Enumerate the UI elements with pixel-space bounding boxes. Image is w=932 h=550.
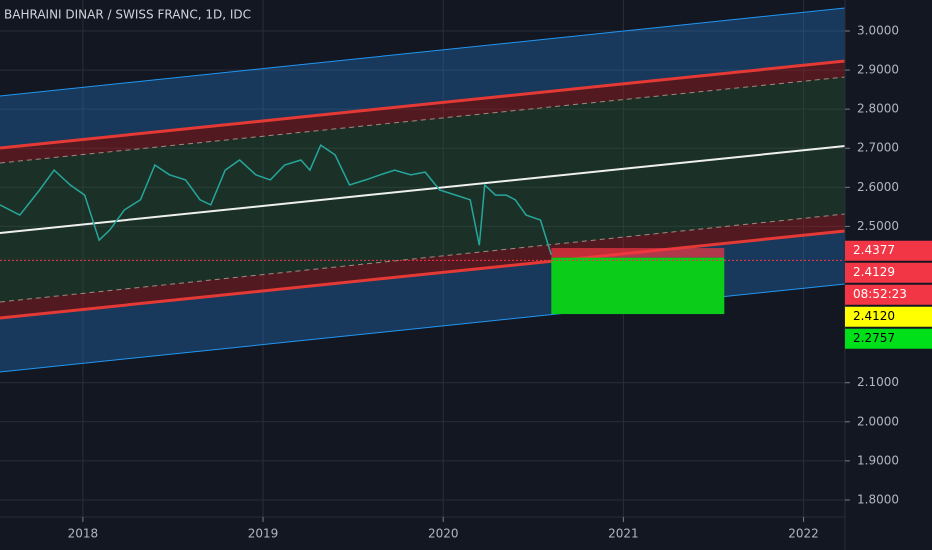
x-tick-label: 2021 bbox=[608, 527, 639, 541]
price-badge bbox=[845, 306, 932, 327]
price-badge bbox=[845, 284, 932, 305]
x-tick-label: 2020 bbox=[428, 527, 459, 541]
channel-band bbox=[0, 76, 845, 233]
x-tick-label: 2019 bbox=[248, 527, 279, 541]
price-series bbox=[0, 143, 553, 256]
channel-line bbox=[0, 7, 846, 97]
y-tick-label: 2.5000 bbox=[857, 219, 899, 233]
chart-title: BAHRAINI DINAR / SWISS FRANC, 1D, IDC bbox=[4, 8, 251, 22]
channel-line bbox=[0, 229, 846, 320]
y-tick-label: 2.0000 bbox=[857, 414, 899, 428]
target-zone bbox=[551, 257, 725, 315]
y-tick-label: 2.6000 bbox=[857, 180, 899, 194]
channel-line bbox=[0, 145, 846, 234]
y-tick-label: 2.8000 bbox=[857, 102, 899, 116]
price-badge bbox=[845, 262, 932, 283]
channel-band bbox=[0, 146, 845, 302]
x-tick-label: 2018 bbox=[68, 527, 99, 541]
y-tick-label: 3.0000 bbox=[857, 23, 899, 37]
y-tick-label: 2.7000 bbox=[857, 141, 899, 155]
channel-band bbox=[0, 7, 845, 148]
channel-line bbox=[0, 59, 846, 150]
stop-zone bbox=[551, 248, 725, 258]
channel-line bbox=[0, 76, 846, 164]
channel-band bbox=[0, 214, 845, 319]
plot bbox=[0, 0, 846, 517]
price-badge bbox=[845, 328, 932, 349]
y-tick-label: 2.9000 bbox=[857, 63, 899, 77]
y-tick-label: 2.1000 bbox=[857, 375, 899, 389]
price-badge-label: 2.4129 bbox=[853, 265, 895, 279]
price-badge bbox=[845, 240, 932, 261]
price-badge-label: 2.4377 bbox=[853, 243, 895, 257]
price-badge-label: 2.2757 bbox=[853, 331, 895, 345]
channel-line bbox=[0, 213, 846, 303]
y-tick-label: 1.8000 bbox=[857, 492, 899, 506]
y-tick-label: 1.9000 bbox=[857, 453, 899, 467]
channel-band bbox=[0, 61, 845, 164]
x-tick-label: 2022 bbox=[788, 527, 819, 541]
price-badge-label: 2.4120 bbox=[853, 309, 895, 323]
price-badge-label: 08:52:23 bbox=[853, 287, 907, 301]
